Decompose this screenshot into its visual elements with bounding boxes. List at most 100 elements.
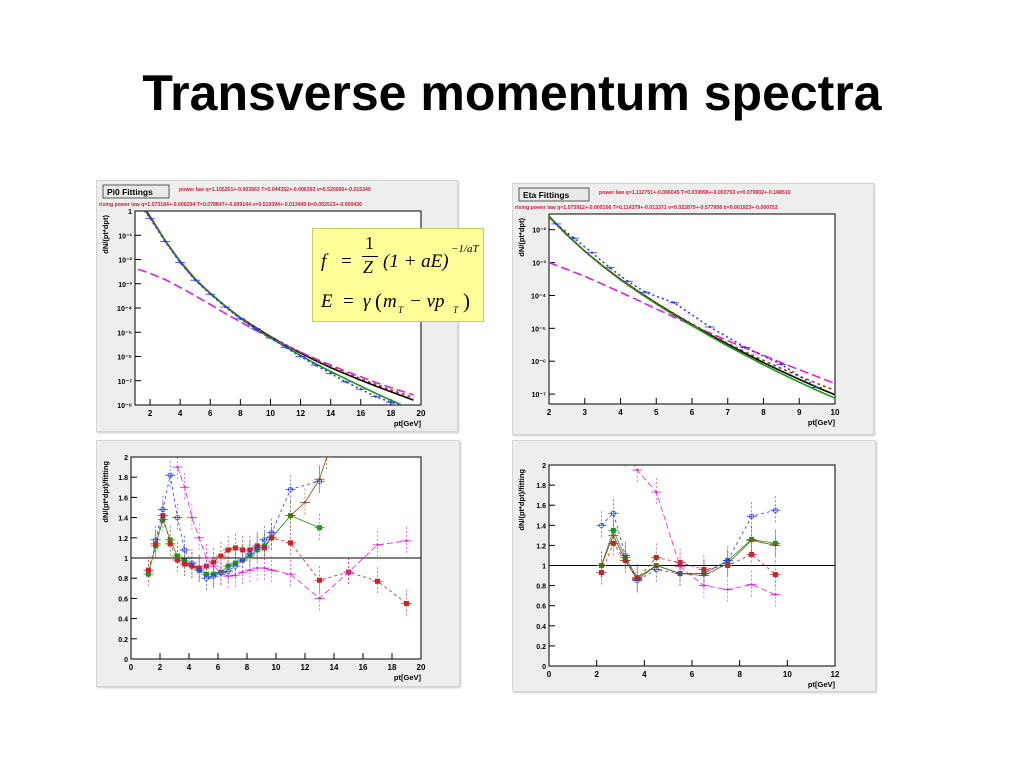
eta-ratio-series-2-point-0 bbox=[598, 522, 605, 528]
eta-ratio-panel: 0 2 4 6 8 10 12 0 0.2 0.4 0.6 0.8 1 1.2 1.4 1.6 1.8 2 pt[G… bbox=[512, 440, 876, 692]
pi0-spectrum-ytick-label-2: 10⁻² bbox=[118, 258, 132, 265]
eta-ratio-series-4-point-3 bbox=[635, 578, 639, 581]
pi0-ratio-series-3-point-1 bbox=[183, 486, 186, 489]
pi0-ratio-series-1-point-5 bbox=[182, 561, 188, 567]
eta-ratio-series-4-line bbox=[601, 534, 776, 581]
pi0-ratio-ytick-label-2: 0.4 bbox=[118, 617, 128, 624]
pi0-ratio-series-2-point-17 bbox=[287, 486, 294, 492]
pi0-ratio-xtick-label-0: 0 bbox=[129, 663, 134, 672]
formula-e: E bbox=[321, 291, 333, 312]
eta-spectrum-series-4-point-2 bbox=[590, 251, 594, 254]
eta-ratio-ytick-label-10: 2 bbox=[542, 463, 546, 470]
pi0-spectrum-series-4-point-4 bbox=[194, 279, 197, 282]
pi0-ratio-series-3-point-11 bbox=[255, 566, 259, 570]
pi0-ratio-series-1-point-4 bbox=[174, 557, 180, 563]
pi0-ratio-series-1-point-21 bbox=[375, 578, 380, 584]
eta-spectrum-xtick-label-5: 7 bbox=[726, 408, 731, 417]
eta-ratio-series-3-point-5 bbox=[726, 588, 729, 591]
pi0-spectrum-series-4-point-3 bbox=[178, 261, 182, 264]
pi0-ratio-series-2-point-14 bbox=[254, 545, 260, 551]
formula-minus-vp: − vp bbox=[409, 291, 445, 312]
pi0-ratio-series-2-point-1 bbox=[160, 506, 166, 513]
pi0-ratio-series-3-point-18 bbox=[405, 539, 408, 543]
eta-ratio-series-3-point-3 bbox=[678, 565, 682, 568]
pi0-spectrum-series-group bbox=[137, 211, 414, 405]
pi0-ratio-series-2-point-11 bbox=[232, 563, 238, 569]
pi0-ratio-ytick-label-8: 1.6 bbox=[118, 495, 128, 502]
pi0-spectrum-series-4-point-14 bbox=[344, 380, 347, 384]
pi0-ratio-series-4-point-3 bbox=[325, 457, 328, 459]
pi0-spectrum-xtick-label-2: 6 bbox=[208, 409, 213, 418]
eta-ratio-series-4-point-2 bbox=[624, 559, 627, 562]
pi0-spectrum-xtick-label-7: 16 bbox=[356, 409, 365, 418]
eta-spectrum-ytick-label-5: 10⁻⁷ bbox=[532, 392, 546, 399]
eta-ratio-series-1-point-1 bbox=[610, 540, 616, 546]
eta-ratio-series-3-point-7 bbox=[774, 593, 777, 596]
eta-ratio-ytick-label-0: 0 bbox=[542, 664, 546, 671]
eta-spectrum-xlabel: pt[GeV] bbox=[808, 418, 836, 427]
pi0-ratio-series-4-point-0 bbox=[289, 514, 292, 517]
pi0-spectrum-series-4-point-1 bbox=[148, 217, 152, 220]
pi0-ratio-series-3-point-5 bbox=[212, 564, 215, 568]
pi0-ratio-series-3-point-13 bbox=[270, 568, 273, 572]
pi0-spectrum-ylabel: dN/(pt*dpt) bbox=[101, 214, 110, 253]
pi0-ratio-series-2-point-5 bbox=[189, 560, 195, 566]
pi0-ratio-ytick-label-3: 0.6 bbox=[118, 596, 128, 603]
eta-spectrum-xtick-label-6: 8 bbox=[761, 408, 766, 417]
formula-exponent: −1/aT bbox=[451, 243, 479, 255]
eta-ratio-ytick-label-4: 0.8 bbox=[536, 584, 546, 591]
eta-ratio-svg: 0 2 4 6 8 10 12 0 0.2 0.4 0.6 0.8 1 1.2 1.4 1.6 1.8 2 pt[G… bbox=[513, 441, 875, 691]
pi0-ratio-series-3-point-6 bbox=[219, 571, 223, 575]
pi0-ratio-ytick-label-5: 1 bbox=[124, 556, 128, 563]
eta-ratio-series-group bbox=[596, 465, 781, 609]
pi0-spectrum-series-4-point-11 bbox=[299, 355, 302, 358]
eta-ratio-series-3-line bbox=[632, 465, 776, 595]
pi0-spectrum-series-4-point-12 bbox=[314, 363, 317, 367]
eta-ratio-series-4-point-9 bbox=[774, 544, 777, 547]
pi0-ratio-ytick-label-10: 2 bbox=[124, 455, 128, 462]
eta-spectrum-ytick-label-1: 10⁻³ bbox=[532, 261, 546, 268]
eta-ratio-series-1-line bbox=[601, 542, 776, 580]
pi0-spectrum-ytick-label-7: 10⁻⁷ bbox=[118, 379, 132, 386]
pi0-ratio-xtick-label-1: 2 bbox=[158, 663, 163, 672]
slide-title: Transverse momentum spectra bbox=[142, 65, 882, 121]
pi0-spectrum-series-4-point-2 bbox=[163, 240, 167, 243]
eta-ratio-series-3-point-2 bbox=[655, 490, 658, 494]
pi0-ratio-series-2-point-16 bbox=[269, 530, 275, 536]
eta-ratio-ytick-label-5: 1 bbox=[542, 564, 546, 571]
pi0-spectrum-series-4-point-6 bbox=[224, 305, 227, 309]
pi0-ratio-series-4-point-1 bbox=[303, 501, 307, 504]
formula-paren: (1 + aE) bbox=[383, 251, 449, 272]
pi0-ratio-xtick-label-6: 12 bbox=[301, 663, 310, 672]
eta-spectrum-panel: 2 3 4 5 6 7 8 9 10 10⁻² 10⁻³ 10⁻⁴ 10⁻⁵ 10⁻⁶ 10⁻⁷ pt[GeV… bbox=[512, 183, 874, 435]
formula-sub-t2: T bbox=[453, 305, 459, 315]
pi0-ratio-xtick-label-5: 10 bbox=[272, 663, 281, 672]
eta-ratio-xtick-label-0: 0 bbox=[547, 670, 552, 679]
eta-spectrum-xtick-label-4: 6 bbox=[690, 408, 695, 417]
eta-ratio-ytick-label-9: 1.8 bbox=[536, 483, 546, 490]
pi0-spectrum-xtick-label-3: 8 bbox=[238, 409, 243, 418]
eta-spectrum-ytick-label-2: 10⁻⁴ bbox=[531, 293, 546, 300]
eta-ratio-xtick-label-6: 12 bbox=[831, 670, 840, 679]
eta-ratio-xtick-label-4: 8 bbox=[737, 670, 742, 679]
eta-ratio-series-4-point-0 bbox=[600, 564, 603, 567]
pi0-spectrum-ytick-label-4: 10⁻⁴ bbox=[117, 306, 132, 313]
pi0-ratio-xtick-label-4: 8 bbox=[245, 663, 250, 672]
pi0-spectrum-series-4-point-5 bbox=[209, 293, 212, 296]
eta-spectrum-title: Eta Fittings bbox=[523, 190, 570, 200]
pi0-ratio-series-3-point-2 bbox=[190, 516, 194, 519]
eta-ratio-series-2-point-9 bbox=[772, 507, 779, 513]
pi0-ratio-series-1-point-22 bbox=[404, 600, 409, 606]
pi0-ratio-series-2-point-4 bbox=[182, 547, 188, 553]
pi0-spectrum-xtick-label-4: 10 bbox=[266, 409, 275, 418]
eta-spectrum-series-4-point-7 bbox=[708, 325, 712, 329]
formula-f: f bbox=[321, 251, 327, 272]
pi0-ratio-xtick-label-7: 14 bbox=[330, 663, 339, 672]
pi0-ratio-series-3-point-3 bbox=[197, 536, 201, 539]
formula-gamma: γ bbox=[363, 291, 371, 312]
eta-ratio-xtick-label-1: 2 bbox=[594, 670, 599, 679]
pi0-ratio-series-3-point-12 bbox=[263, 566, 266, 570]
pi0-spectrum-series-4-point-16 bbox=[374, 395, 378, 398]
eta-ratio-xtick-label-5: 10 bbox=[783, 670, 792, 679]
eta-ratio-series-2-point-1 bbox=[610, 510, 616, 516]
